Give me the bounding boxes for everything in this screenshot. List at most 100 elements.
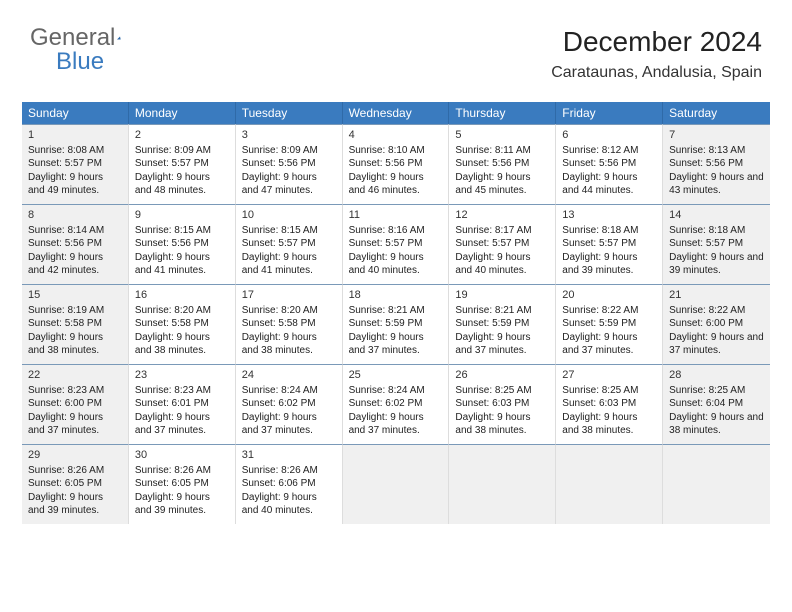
daylight-line: Daylight: 9 hours and 44 minutes. [562, 171, 656, 198]
calendar-cell: 29Sunrise: 8:26 AMSunset: 6:05 PMDayligh… [22, 444, 129, 524]
sunset-line: Sunset: 5:58 PM [135, 317, 229, 331]
sunset-line: Sunset: 5:57 PM [349, 237, 443, 251]
sunrise-line: Sunrise: 8:23 AM [135, 384, 229, 398]
daylight-line: Daylight: 9 hours and 49 minutes. [28, 171, 122, 198]
sunrise-line: Sunrise: 8:16 AM [349, 224, 443, 238]
sunset-line: Sunset: 6:02 PM [349, 397, 443, 411]
calendar-cell-empty [663, 444, 770, 524]
weekday-header: Friday [556, 102, 663, 124]
sunset-line: Sunset: 5:58 PM [28, 317, 122, 331]
daylight-line: Daylight: 9 hours and 39 minutes. [28, 491, 122, 518]
daylight-line: Daylight: 9 hours and 39 minutes. [562, 251, 656, 278]
calendar-cell-empty [556, 444, 663, 524]
calendar-cell: 22Sunrise: 8:23 AMSunset: 6:00 PMDayligh… [22, 364, 129, 444]
daylight-line: Daylight: 9 hours and 39 minutes. [669, 251, 764, 278]
sunrise-line: Sunrise: 8:11 AM [455, 144, 549, 158]
weekday-header: Wednesday [343, 102, 450, 124]
calendar-cell: 24Sunrise: 8:24 AMSunset: 6:02 PMDayligh… [236, 364, 343, 444]
sunset-line: Sunset: 6:01 PM [135, 397, 229, 411]
day-number: 9 [135, 208, 229, 223]
calendar-cell: 16Sunrise: 8:20 AMSunset: 5:58 PMDayligh… [129, 284, 236, 364]
sunset-line: Sunset: 5:56 PM [562, 157, 656, 171]
calendar-cell: 28Sunrise: 8:25 AMSunset: 6:04 PMDayligh… [663, 364, 770, 444]
day-number: 14 [669, 208, 764, 223]
sunrise-line: Sunrise: 8:24 AM [242, 384, 336, 398]
calendar-cell: 19Sunrise: 8:21 AMSunset: 5:59 PMDayligh… [449, 284, 556, 364]
sunset-line: Sunset: 5:57 PM [562, 237, 656, 251]
calendar-cell: 13Sunrise: 8:18 AMSunset: 5:57 PMDayligh… [556, 204, 663, 284]
sunrise-line: Sunrise: 8:21 AM [455, 304, 549, 318]
day-number: 4 [349, 128, 443, 143]
location-text: Carataunas, Andalusia, Spain [551, 64, 762, 82]
sunrise-line: Sunrise: 8:20 AM [242, 304, 336, 318]
calendar-header-row: SundayMondayTuesdayWednesdayThursdayFrid… [22, 102, 770, 124]
calendar-cell: 15Sunrise: 8:19 AMSunset: 5:58 PMDayligh… [22, 284, 129, 364]
sunset-line: Sunset: 6:00 PM [669, 317, 764, 331]
sunset-line: Sunset: 6:06 PM [242, 477, 336, 491]
calendar-cell: 6Sunrise: 8:12 AMSunset: 5:56 PMDaylight… [556, 124, 663, 204]
day-number: 19 [455, 288, 549, 303]
daylight-line: Daylight: 9 hours and 37 minutes. [669, 331, 764, 358]
sunrise-line: Sunrise: 8:09 AM [242, 144, 336, 158]
day-number: 8 [28, 208, 122, 223]
daylight-line: Daylight: 9 hours and 42 minutes. [28, 251, 122, 278]
sunrise-line: Sunrise: 8:25 AM [455, 384, 549, 398]
sunrise-line: Sunrise: 8:19 AM [28, 304, 122, 318]
weekday-header: Tuesday [236, 102, 343, 124]
sunset-line: Sunset: 5:59 PM [562, 317, 656, 331]
day-number: 17 [242, 288, 336, 303]
daylight-line: Daylight: 9 hours and 38 minutes. [242, 331, 336, 358]
calendar-cell-empty [343, 444, 450, 524]
sunset-line: Sunset: 5:56 PM [242, 157, 336, 171]
weekday-header: Monday [129, 102, 236, 124]
calendar-cell: 20Sunrise: 8:22 AMSunset: 5:59 PMDayligh… [556, 284, 663, 364]
weekday-header: Saturday [663, 102, 770, 124]
day-number: 11 [349, 208, 443, 223]
sunrise-line: Sunrise: 8:22 AM [562, 304, 656, 318]
day-number: 13 [562, 208, 656, 223]
calendar-cell: 9Sunrise: 8:15 AMSunset: 5:56 PMDaylight… [129, 204, 236, 284]
calendar-cell: 17Sunrise: 8:20 AMSunset: 5:58 PMDayligh… [236, 284, 343, 364]
sunset-line: Sunset: 5:57 PM [455, 237, 549, 251]
logo-triangle-icon [117, 29, 121, 47]
day-number: 6 [562, 128, 656, 143]
daylight-line: Daylight: 9 hours and 37 minutes. [455, 331, 549, 358]
sunrise-line: Sunrise: 8:14 AM [28, 224, 122, 238]
day-number: 20 [562, 288, 656, 303]
calendar: SundayMondayTuesdayWednesdayThursdayFrid… [22, 102, 770, 524]
sunset-line: Sunset: 5:56 PM [669, 157, 764, 171]
calendar-cell: 11Sunrise: 8:16 AMSunset: 5:57 PMDayligh… [343, 204, 450, 284]
calendar-cell: 27Sunrise: 8:25 AMSunset: 6:03 PMDayligh… [556, 364, 663, 444]
calendar-cell: 4Sunrise: 8:10 AMSunset: 5:56 PMDaylight… [343, 124, 450, 204]
page-title: December 2024 [563, 26, 762, 58]
calendar-cell: 7Sunrise: 8:13 AMSunset: 5:56 PMDaylight… [663, 124, 770, 204]
sunrise-line: Sunrise: 8:23 AM [28, 384, 122, 398]
daylight-line: Daylight: 9 hours and 43 minutes. [669, 171, 764, 198]
day-number: 31 [242, 448, 336, 463]
daylight-line: Daylight: 9 hours and 40 minutes. [242, 491, 336, 518]
sunrise-line: Sunrise: 8:24 AM [349, 384, 443, 398]
sunset-line: Sunset: 5:59 PM [455, 317, 549, 331]
daylight-line: Daylight: 9 hours and 40 minutes. [349, 251, 443, 278]
calendar-cell: 25Sunrise: 8:24 AMSunset: 6:02 PMDayligh… [343, 364, 450, 444]
sunset-line: Sunset: 5:56 PM [455, 157, 549, 171]
sunset-line: Sunset: 5:59 PM [349, 317, 443, 331]
calendar-cell: 12Sunrise: 8:17 AMSunset: 5:57 PMDayligh… [449, 204, 556, 284]
day-number: 3 [242, 128, 336, 143]
day-number: 24 [242, 368, 336, 383]
weekday-header: Sunday [22, 102, 129, 124]
daylight-line: Daylight: 9 hours and 38 minutes. [135, 331, 229, 358]
calendar-cell: 30Sunrise: 8:26 AMSunset: 6:05 PMDayligh… [129, 444, 236, 524]
sunset-line: Sunset: 5:56 PM [349, 157, 443, 171]
day-number: 30 [135, 448, 229, 463]
calendar-cell: 8Sunrise: 8:14 AMSunset: 5:56 PMDaylight… [22, 204, 129, 284]
sunset-line: Sunset: 6:05 PM [135, 477, 229, 491]
daylight-line: Daylight: 9 hours and 45 minutes. [455, 171, 549, 198]
sunset-line: Sunset: 6:03 PM [562, 397, 656, 411]
sunset-line: Sunset: 5:57 PM [242, 237, 336, 251]
daylight-line: Daylight: 9 hours and 40 minutes. [455, 251, 549, 278]
sunrise-line: Sunrise: 8:22 AM [669, 304, 764, 318]
sunrise-line: Sunrise: 8:21 AM [349, 304, 443, 318]
daylight-line: Daylight: 9 hours and 38 minutes. [455, 411, 549, 438]
sunrise-line: Sunrise: 8:09 AM [135, 144, 229, 158]
